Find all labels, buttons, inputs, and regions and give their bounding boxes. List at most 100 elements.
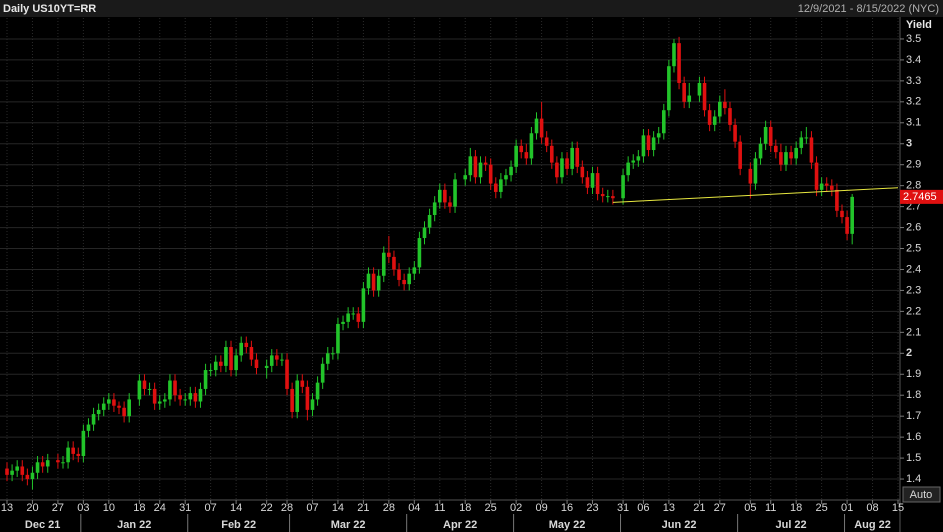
candle-body [850, 196, 854, 234]
candle-body [641, 135, 646, 157]
candle-body [835, 189, 839, 211]
candle-body [325, 353, 330, 364]
y-tick-label: 2.2 [906, 305, 921, 317]
y-tick-label: 2.4 [906, 263, 921, 275]
y-axis-label: Yield [906, 19, 932, 31]
candle-body [575, 147, 580, 167]
candle-body [784, 152, 788, 165]
candle-body [504, 175, 508, 180]
candle-body [448, 202, 452, 207]
x-tick-label: 28 [383, 502, 395, 514]
x-tick-label: 13 [663, 502, 675, 514]
candle-body [163, 399, 167, 402]
candle-body [544, 137, 549, 146]
candle-body [814, 162, 819, 190]
candle-body [387, 252, 391, 257]
candle-body [753, 158, 758, 184]
candle-body [76, 453, 81, 456]
candle-body [219, 361, 223, 366]
candle-body [585, 177, 590, 188]
candle-body [646, 135, 651, 151]
candle-body [412, 267, 417, 274]
month-label: Dec 21 [25, 519, 60, 531]
x-tick-label: 25 [816, 502, 828, 514]
candle-body [417, 238, 422, 268]
candle-body [733, 124, 737, 142]
x-tick-label: 04 [408, 502, 420, 514]
auto-button[interactable] [902, 486, 941, 503]
candle-body [529, 133, 534, 159]
candle-body [127, 399, 131, 417]
x-tick-label: 16 [561, 502, 573, 514]
candle-body [20, 466, 25, 475]
candle-body [86, 424, 91, 431]
y-tick-label: 1.4 [906, 473, 921, 485]
candle-body [351, 313, 356, 315]
x-tick-label: 20 [26, 502, 38, 514]
candle-body [15, 466, 19, 471]
candle-body [193, 393, 198, 402]
candle-body [809, 137, 814, 163]
y-tick-label: 3.2 [906, 96, 921, 108]
x-tick-label: 18 [133, 502, 145, 514]
candle-body [519, 145, 524, 153]
month-label: Jun 22 [662, 519, 697, 531]
candle-body [224, 347, 228, 366]
candle-body [427, 214, 432, 228]
x-tick-label: 14 [332, 502, 344, 514]
candle-body [25, 474, 30, 480]
candle-body [183, 399, 187, 401]
x-tick-label: 08 [866, 502, 878, 514]
candle-body [336, 323, 340, 354]
x-tick-label: 11 [765, 502, 776, 514]
candle-body [152, 388, 157, 404]
x-tick-label: 23 [586, 502, 598, 514]
auto-button-label[interactable]: Auto [910, 489, 933, 501]
candle-body [549, 145, 554, 163]
candle-body [341, 321, 345, 324]
x-tick-label: 27 [714, 502, 726, 514]
month-label: May 22 [549, 519, 586, 531]
candle-body [10, 470, 14, 475]
candle-body [112, 399, 116, 406]
candle-body [300, 380, 305, 387]
candle-body [570, 147, 574, 169]
candle-body [407, 273, 412, 285]
candle-body [147, 388, 152, 390]
x-tick-label: 18 [790, 502, 802, 514]
candle-body [453, 179, 457, 207]
candle-body [672, 43, 676, 67]
y-tick-label: 3 [906, 138, 912, 150]
candle-body [600, 194, 605, 197]
candle-body [651, 137, 656, 151]
candle-body [234, 355, 238, 371]
candle-body [203, 370, 208, 389]
candle-body [621, 175, 625, 199]
month-label: Jan 22 [117, 519, 151, 531]
x-tick-label: 24 [154, 502, 166, 514]
candle-body [763, 126, 768, 144]
y-tick-label: 2.6 [906, 221, 921, 233]
candle-body [178, 395, 182, 400]
candle-body [310, 399, 315, 410]
candle-body [45, 460, 50, 467]
candle-body [269, 355, 274, 366]
candle-body [173, 380, 177, 396]
y-tick-label: 2 [906, 347, 912, 359]
y-tick-label: 2.8 [906, 180, 921, 192]
candle-body [824, 183, 829, 186]
candle-body [718, 101, 722, 117]
candle-body [580, 166, 585, 178]
last-value-box [900, 189, 943, 204]
candle-body [590, 173, 595, 188]
candle-body [499, 179, 503, 192]
candle-body [371, 273, 376, 291]
candle-body [493, 183, 498, 192]
candle-body [534, 118, 539, 134]
x-tick-label: 18 [459, 502, 471, 514]
x-tick-label: 25 [485, 502, 497, 514]
y-tick-label: 2.5 [906, 242, 921, 254]
y-tick-label: 1.5 [906, 452, 921, 464]
